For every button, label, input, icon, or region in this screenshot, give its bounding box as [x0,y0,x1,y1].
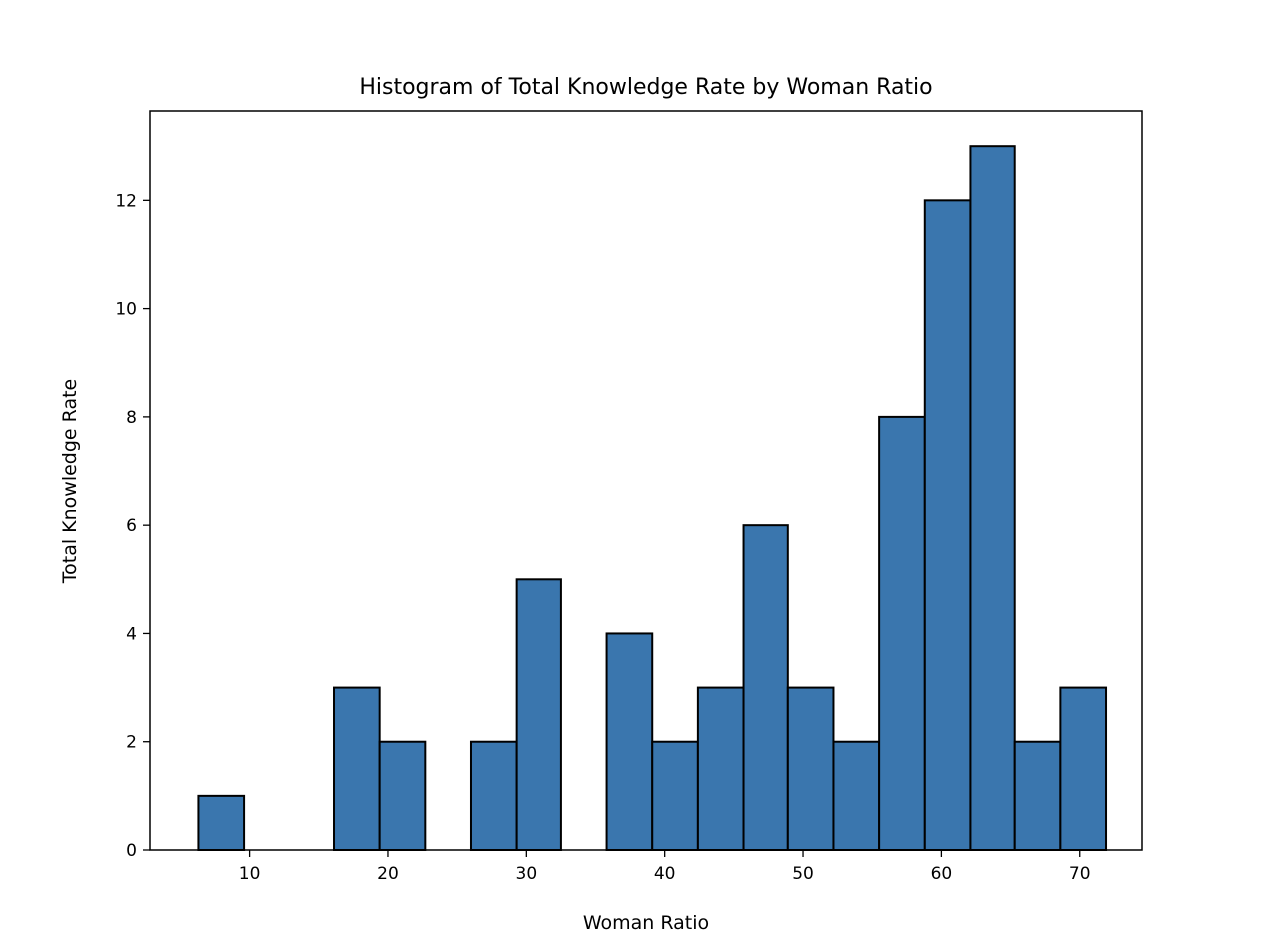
histogram-bar [469,740,518,852]
chart-title: Histogram of Total Knowledge Rate by Wom… [359,75,932,100]
histogram-bar [1013,740,1062,852]
x-tick-label: 50 [792,864,814,884]
x-tick-label: 60 [931,864,953,884]
histogram-bar [1059,686,1108,851]
x-tick-label: 30 [516,864,538,884]
histogram-bar [696,686,745,851]
x-axis-label: Woman Ratio [583,912,709,934]
histogram-bar [197,794,246,851]
y-tick-label: 12 [115,191,137,211]
x-tick-label: 10 [239,864,261,884]
histogram-bar [878,415,926,851]
plot-frame [149,110,1143,851]
histogram-bar [923,199,972,852]
x-tick-label: 20 [377,864,399,884]
x-tick-label: 70 [1069,864,1091,884]
histogram-bar [333,686,381,851]
y-tick-label: 0 [126,841,137,861]
y-axis-ticks: 0 2 4 6 8 10 12 [115,191,150,861]
y-tick-label: 6 [126,516,137,536]
y-axis-label: Total Knowledge Rate [59,379,81,584]
y-tick-label: 2 [126,733,137,753]
histogram-bar [832,740,881,852]
histogram-bar [786,686,835,851]
histogram-bar [515,578,562,851]
histogram-bar [742,524,789,852]
histogram-bar [378,740,427,852]
bars-group [197,145,1108,852]
histogram-bar [605,632,654,852]
histogram-bar [969,145,1016,851]
y-tick-label: 4 [126,624,137,644]
y-tick-label: 8 [126,408,137,428]
histogram-bar [651,740,699,852]
x-tick-label: 40 [654,864,676,884]
y-tick-label: 10 [115,300,137,320]
x-axis-ticks: 10 20 30 40 50 60 70 [239,850,1091,884]
